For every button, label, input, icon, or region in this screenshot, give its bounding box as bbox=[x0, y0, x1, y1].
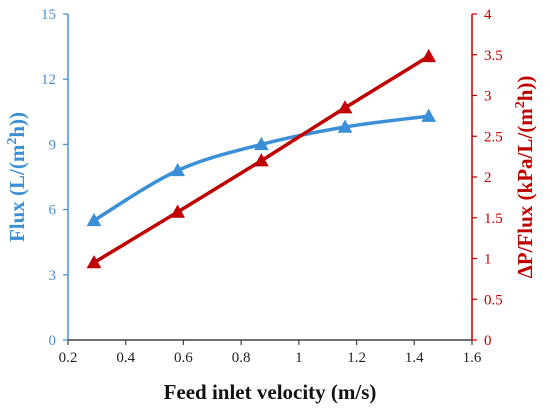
x-tick-label: 0.6 bbox=[174, 350, 193, 366]
axes-group: 0.2 0.4 0.6 0.8 1 1.2 1.4 1.60369121500.511.522… bbox=[41, 7, 503, 366]
right-y-tick-label: 2.5 bbox=[484, 129, 503, 145]
right-y-axis-label-superscript: 2 bbox=[513, 101, 528, 108]
right-axis-data-point bbox=[86, 255, 102, 269]
left-axis-data-point bbox=[86, 212, 102, 227]
x-tick-label: 0.8 bbox=[232, 350, 251, 366]
x-tick-label: 1.6 bbox=[463, 350, 482, 366]
right-y-tick-label: 0.5 bbox=[484, 292, 503, 308]
right-y-axis-label-main: ΔP/Flux (kPa/L/(m bbox=[513, 108, 537, 279]
left-y-axis-label-tail: h)) bbox=[5, 112, 29, 138]
right-y-tick-label: 3 bbox=[484, 89, 492, 105]
series-group bbox=[86, 48, 437, 269]
left-y-tick-label: 6 bbox=[49, 203, 57, 219]
right-y-tick-label: 3.5 bbox=[484, 48, 503, 64]
right-axis-data-point bbox=[337, 100, 353, 114]
axis-labels-group: Feed inlet velocity (m/s) Flux (L/(m2h))… bbox=[5, 76, 537, 404]
x-tick-label: 0.2 bbox=[59, 350, 78, 366]
x-tick-label: 1.2 bbox=[347, 350, 366, 366]
left-axis-data-point bbox=[253, 136, 269, 151]
left-axis-data-point bbox=[421, 108, 437, 122]
right-y-tick-label: 0 bbox=[484, 333, 492, 349]
left-y-axis-label: Flux (L/(m2h)) bbox=[5, 112, 29, 242]
x-tick-label: 1.4 bbox=[405, 350, 424, 366]
left-y-tick-label: 12 bbox=[41, 72, 56, 88]
left-axis-data-point bbox=[337, 119, 353, 133]
right-axis-data-point bbox=[170, 204, 186, 218]
x-tick-label: 0.4 bbox=[116, 350, 135, 366]
left-y-tick-label: 0 bbox=[49, 333, 57, 349]
right-y-axis-label: ΔP/Flux (kPa/L/(m2h)) bbox=[513, 76, 537, 279]
left-y-tick-label: 15 bbox=[41, 7, 56, 23]
left-axis-data-point bbox=[170, 162, 186, 177]
right-y-tick-label: 1 bbox=[484, 252, 492, 268]
left-y-tick-label: 3 bbox=[49, 268, 57, 284]
left-y-axis-label-superscript: 2 bbox=[5, 138, 20, 145]
left-y-axis-label-main: Flux (L/(m bbox=[5, 144, 29, 242]
left-y-tick-label: 9 bbox=[49, 137, 57, 153]
right-axis-data-point bbox=[253, 153, 269, 167]
right-y-tick-label: 4 bbox=[484, 7, 492, 23]
right-y-tick-label: 2 bbox=[484, 170, 492, 186]
x-tick-label: 1 bbox=[295, 350, 303, 366]
right-axis-data-point bbox=[421, 48, 437, 63]
x-axis-label: Feed inlet velocity (m/s) bbox=[164, 380, 377, 404]
left-axis-series-line bbox=[93, 114, 429, 222]
right-y-tick-label: 1.5 bbox=[484, 211, 503, 227]
right-y-axis-label-tail: h)) bbox=[513, 76, 537, 102]
